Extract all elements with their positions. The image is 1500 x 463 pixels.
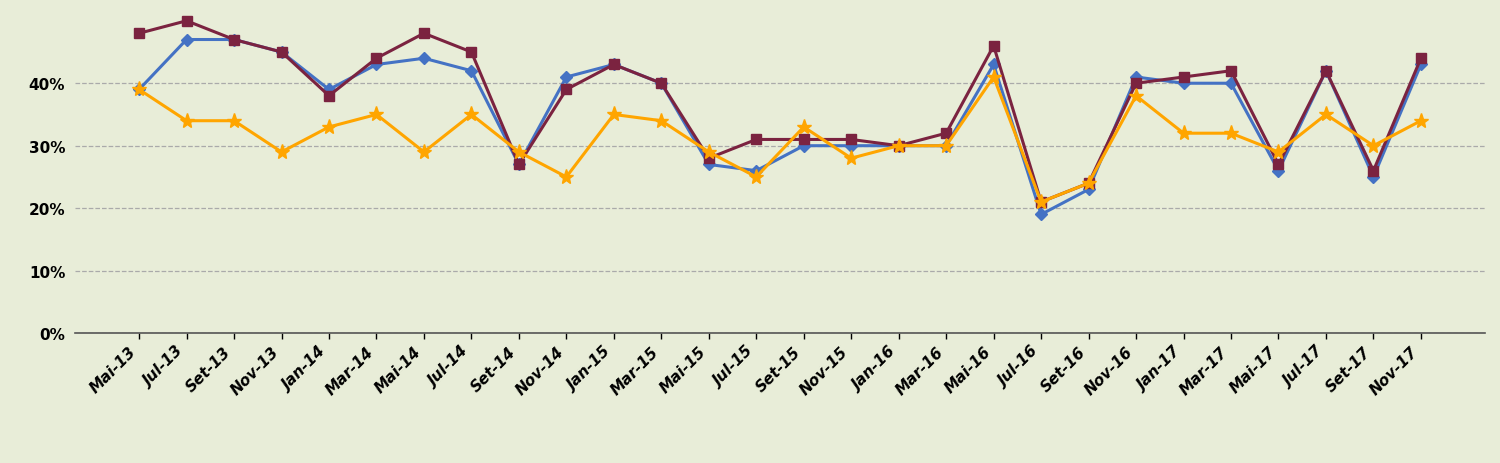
Line: Serie2: Serie2 xyxy=(134,17,1426,207)
Serie3 xyxy=(890,144,908,149)
Serie3 xyxy=(1317,113,1335,118)
Serie1 xyxy=(510,163,528,168)
Serie3 xyxy=(368,113,386,118)
Serie3 xyxy=(416,150,434,156)
Serie2 xyxy=(984,44,1002,50)
Serie3 xyxy=(747,175,765,180)
Serie1 xyxy=(1032,212,1050,218)
Serie1 xyxy=(1080,187,1098,193)
Serie3 xyxy=(273,150,291,156)
Serie3 xyxy=(177,119,195,124)
Serie3 xyxy=(652,119,670,124)
Serie1 xyxy=(1222,81,1240,87)
Serie1 xyxy=(1126,75,1144,81)
Serie1 xyxy=(225,38,243,43)
Serie2 xyxy=(320,94,338,99)
Serie1 xyxy=(984,63,1002,68)
Serie3 xyxy=(795,125,813,131)
Serie2 xyxy=(273,50,291,56)
Serie3 xyxy=(1174,131,1192,137)
Serie2 xyxy=(416,31,434,37)
Line: Serie1: Serie1 xyxy=(135,36,1425,219)
Serie1 xyxy=(368,63,386,68)
Serie3 xyxy=(225,119,243,124)
Serie1 xyxy=(558,75,576,81)
Serie1 xyxy=(1269,169,1287,174)
Serie3 xyxy=(510,150,528,156)
Serie1 xyxy=(890,144,908,149)
Serie3 xyxy=(842,156,860,162)
Serie2 xyxy=(652,81,670,87)
Serie3 xyxy=(1032,200,1050,205)
Serie2 xyxy=(558,88,576,93)
Line: Serie3: Serie3 xyxy=(132,70,1428,210)
Serie3 xyxy=(558,175,576,180)
Serie2 xyxy=(700,156,718,162)
Serie1 xyxy=(273,50,291,56)
Serie3 xyxy=(1269,150,1287,156)
Serie1 xyxy=(1174,81,1192,87)
Serie3 xyxy=(320,125,338,131)
Serie2 xyxy=(938,131,956,137)
Serie3 xyxy=(1365,144,1383,149)
Serie1 xyxy=(938,144,956,149)
Serie1 xyxy=(700,163,718,168)
Serie3 xyxy=(462,113,480,118)
Serie2 xyxy=(795,138,813,143)
Serie1 xyxy=(177,38,195,43)
Serie1 xyxy=(604,63,622,68)
Serie2 xyxy=(225,38,243,43)
Serie2 xyxy=(1222,69,1240,75)
Serie2 xyxy=(1126,81,1144,87)
Serie2 xyxy=(747,138,765,143)
Serie3 xyxy=(604,113,622,118)
Serie2 xyxy=(604,63,622,68)
Serie1 xyxy=(652,81,670,87)
Serie1 xyxy=(416,56,434,62)
Serie2 xyxy=(130,31,148,37)
Serie3 xyxy=(1080,181,1098,187)
Serie2 xyxy=(1269,163,1287,168)
Serie2 xyxy=(1174,75,1192,81)
Serie1 xyxy=(1317,69,1335,75)
Serie1 xyxy=(320,88,338,93)
Serie2 xyxy=(462,50,480,56)
Serie1 xyxy=(1412,63,1430,68)
Serie2 xyxy=(368,56,386,62)
Serie2 xyxy=(842,138,860,143)
Serie1 xyxy=(462,69,480,75)
Serie2 xyxy=(1032,200,1050,205)
Serie3 xyxy=(700,150,718,156)
Serie1 xyxy=(130,88,148,93)
Serie3 xyxy=(1126,94,1144,99)
Serie3 xyxy=(1412,119,1430,124)
Serie2 xyxy=(1080,181,1098,187)
Serie3 xyxy=(1222,131,1240,137)
Serie2 xyxy=(890,144,908,149)
Serie1 xyxy=(795,144,813,149)
Serie1 xyxy=(842,144,860,149)
Serie2 xyxy=(177,19,195,25)
Serie3 xyxy=(938,144,956,149)
Serie3 xyxy=(984,75,1002,81)
Serie2 xyxy=(1412,56,1430,62)
Serie2 xyxy=(510,163,528,168)
Serie3 xyxy=(130,88,148,93)
Serie2 xyxy=(1365,169,1383,174)
Serie1 xyxy=(747,169,765,174)
Serie1 xyxy=(1365,175,1383,180)
Serie2 xyxy=(1317,69,1335,75)
